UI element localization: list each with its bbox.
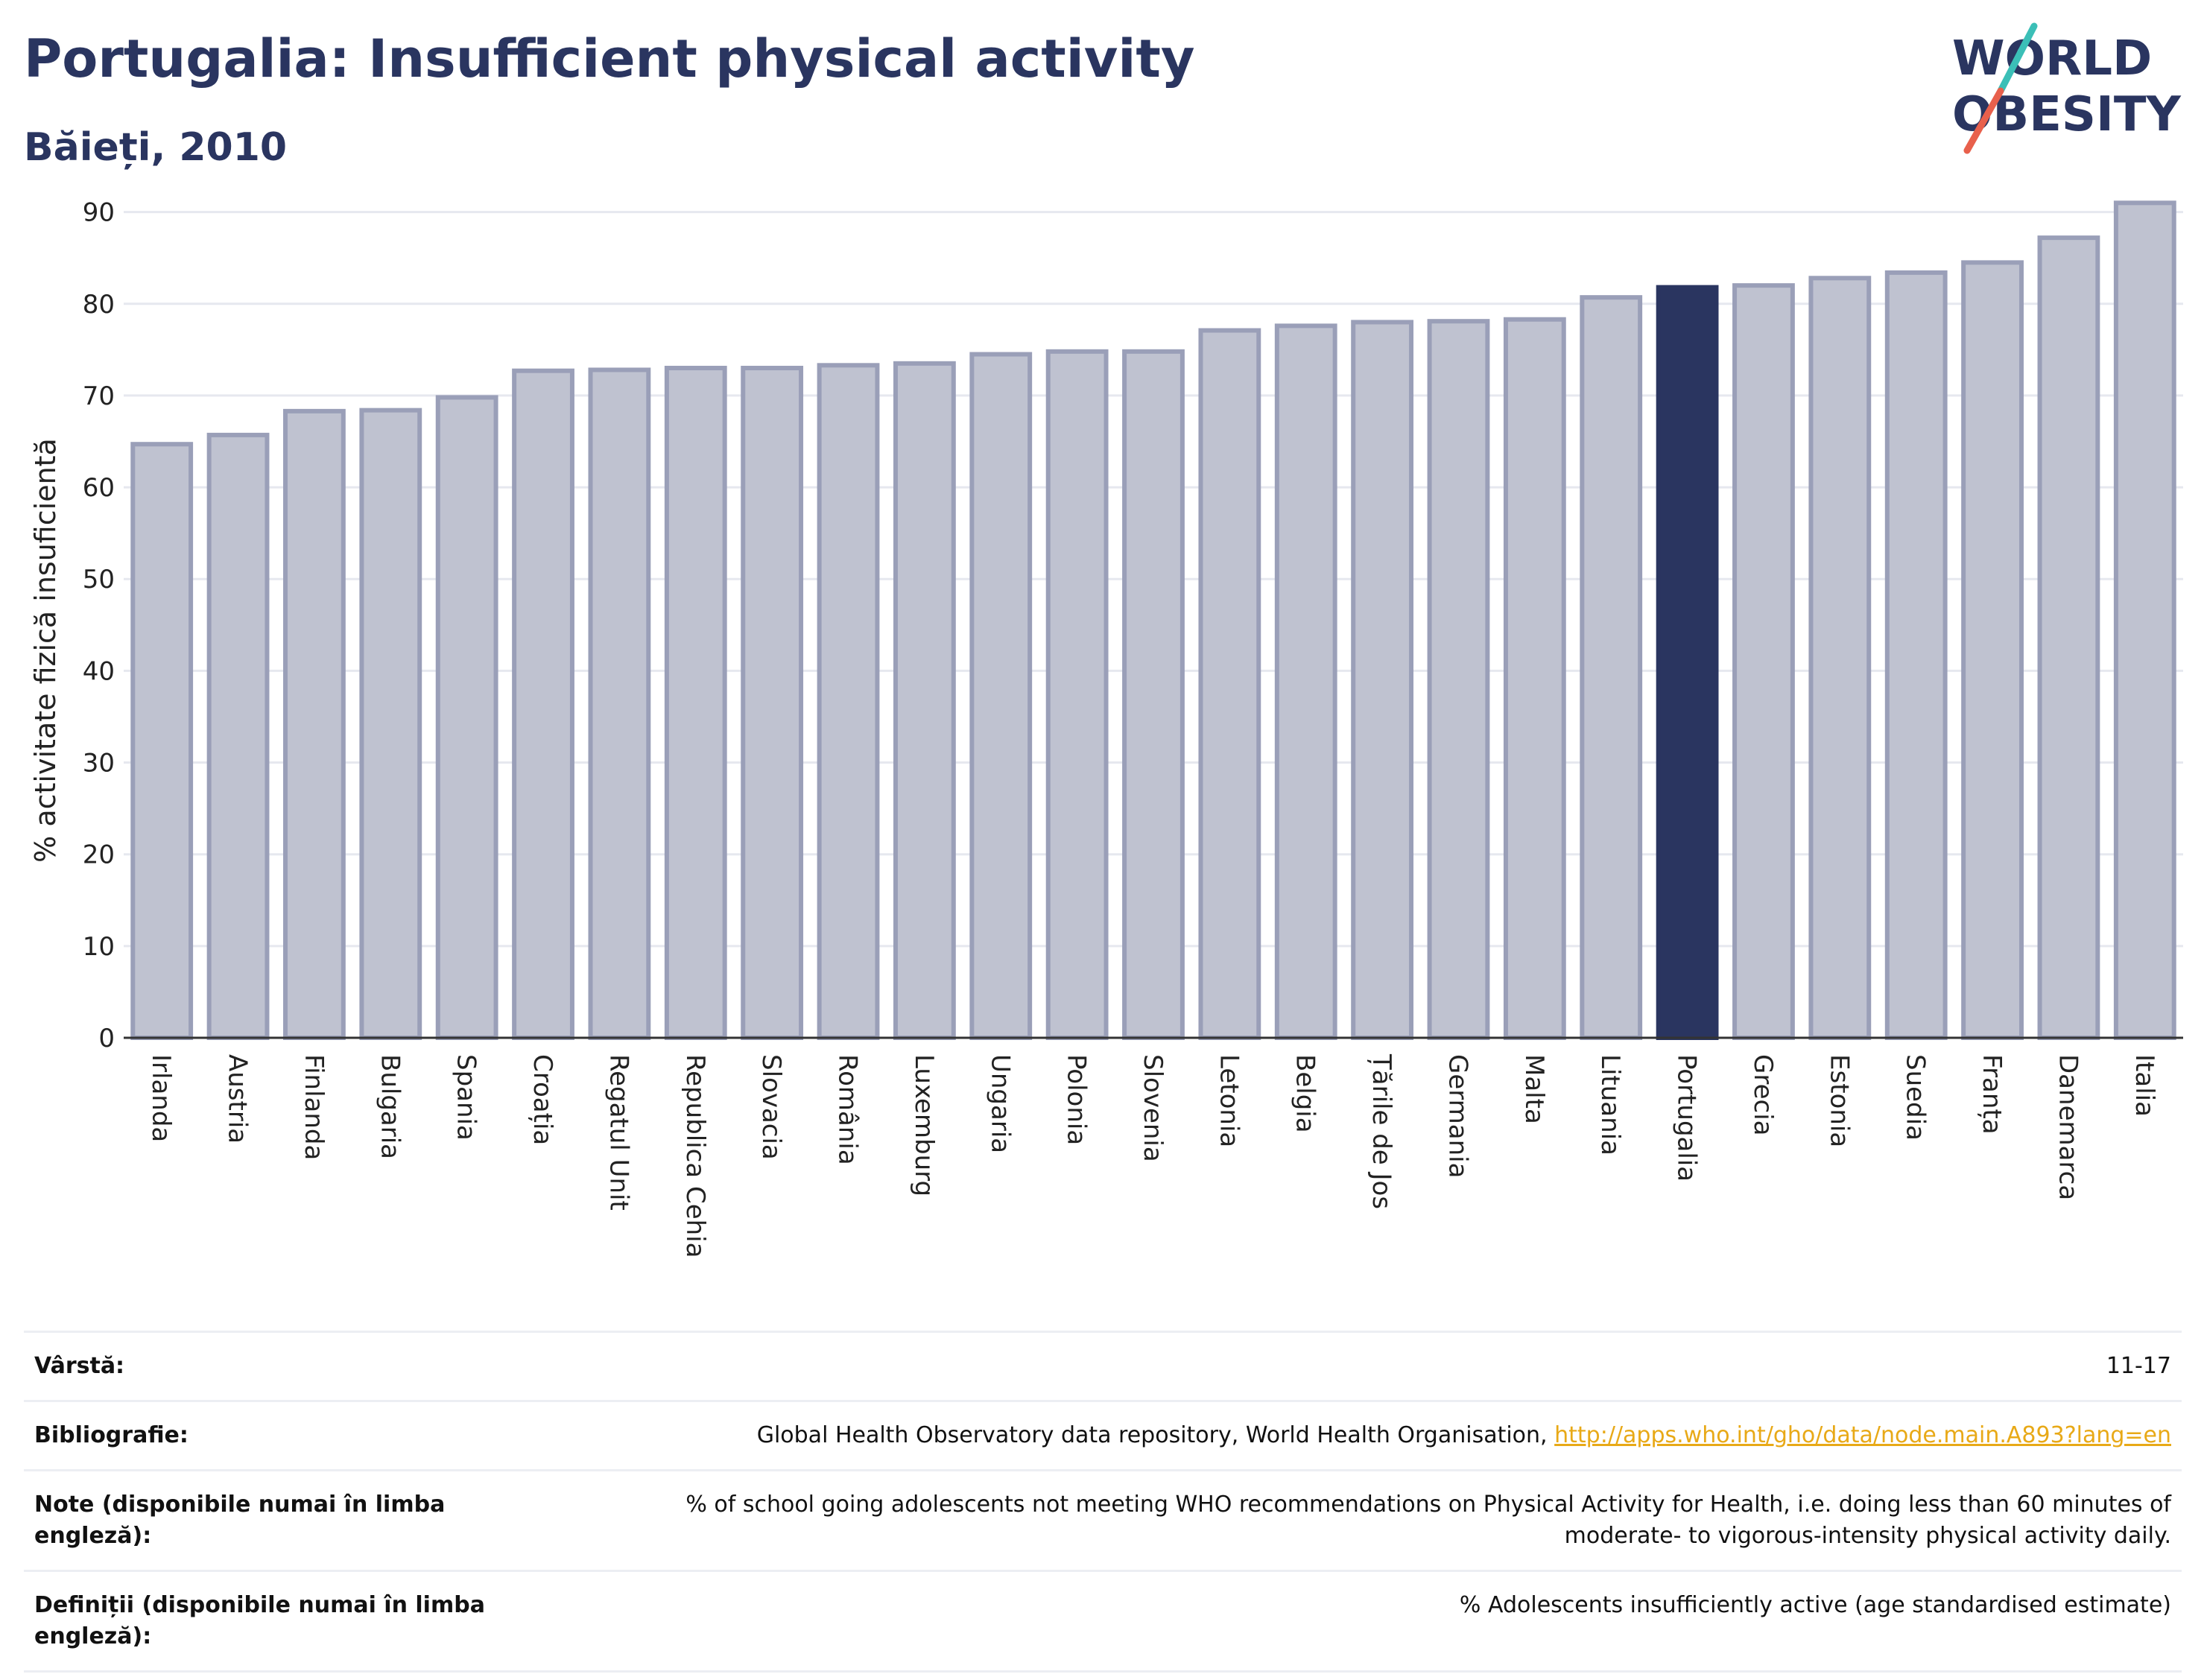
bibliography-label: Bibliografie: [24, 1400, 566, 1471]
logo-teal-stroke [1997, 22, 2038, 95]
logo-red-stroke [1963, 87, 2004, 154]
y-tick-label: 50 [83, 565, 115, 595]
bars [130, 200, 2176, 1041]
bar-austria [206, 432, 270, 1040]
bar-grecia [1732, 283, 1795, 1040]
x-category-label: Belgia [1291, 1054, 1320, 1133]
x-category-label: Letonia [1214, 1054, 1244, 1147]
bar-franța [1961, 260, 2024, 1040]
bar-românia [817, 363, 880, 1040]
world-obesity-logo: WORLD OBESITY [1952, 22, 2181, 154]
notes-value: % of school going adolescents not meetin… [566, 1469, 2182, 1571]
age-value: 11-17 [566, 1331, 2182, 1401]
x-category-label: România [833, 1054, 863, 1165]
x-category-label: Republica Cehia [680, 1054, 710, 1258]
bar-malta [1503, 317, 1566, 1040]
x-category-label: Spania [452, 1054, 481, 1141]
y-tick-label: 0 [98, 1024, 115, 1053]
x-category-label: Polonia [1062, 1054, 1092, 1145]
x-category-label: Germania [1443, 1054, 1472, 1178]
y-tick-label: 90 [83, 198, 115, 228]
notes-label: Note (disponibile numai în limba engleză… [24, 1469, 566, 1571]
bar-bulgaria [359, 408, 422, 1040]
bar-lituania [1580, 295, 1643, 1041]
x-category-label: Irlanda [146, 1054, 176, 1142]
bar-germania [1427, 319, 1490, 1040]
y-tick-labels: 0 10 20 30 40 50 60 70 80 90 [83, 198, 115, 1053]
bar-finlanda [283, 408, 346, 1040]
info-row-bibliography: Bibliografie: Global Health Observatory … [24, 1400, 2182, 1471]
y-tick-label: 20 [83, 840, 115, 870]
definitions-value: % Adolescents insufficiently active (age… [566, 1570, 2182, 1673]
y-tick-label: 10 [83, 932, 115, 962]
bibliography-text: Global Health Observatory data repositor… [756, 1422, 1548, 1448]
bar-republica-cehia [664, 365, 727, 1040]
y-tick-label: 80 [83, 290, 115, 320]
bar-luxemburg [893, 361, 956, 1040]
x-category-label: Estonia [1824, 1054, 1854, 1147]
x-category-label: Slovenia [1138, 1054, 1168, 1162]
bar-slovenia [1122, 349, 1185, 1041]
x-category-label: Finlanda [299, 1054, 329, 1160]
bar-danemarca [2037, 235, 2100, 1040]
bar-italia [2113, 200, 2176, 1041]
x-category-label: Grecia [1748, 1054, 1778, 1135]
info-table: Vârstă: 11-17 Bibliografie: Global Healt… [24, 1331, 2182, 1673]
x-category-label: Portugalia [1672, 1054, 1702, 1182]
x-category-label: Ungaria [985, 1054, 1015, 1153]
x-category-label: Țările de Jos [1367, 1053, 1396, 1209]
y-tick-label: 30 [83, 749, 115, 779]
bar-chart: 0 10 20 30 40 50 60 70 80 90 Irlanda Austria Finlan… [29, 198, 2183, 1258]
x-category-label: Malta [1519, 1054, 1549, 1124]
bar-suedia [1884, 270, 1948, 1040]
bar-portugalia [1656, 285, 1719, 1040]
y-tick-label: 60 [83, 473, 115, 503]
x-category-label: Slovacia [756, 1054, 786, 1160]
bar-polonia [1045, 349, 1109, 1041]
x-category-labels: Irlanda Austria Finlanda Bulgaria Spania Croa… [146, 1053, 2159, 1258]
bar-regatul-unit [588, 367, 651, 1041]
chart-subtitle: Băieți, 2010 [24, 125, 288, 170]
x-category-label: Regatul Unit [604, 1054, 633, 1211]
y-tick-label: 40 [83, 656, 115, 686]
x-category-label: Bulgaria [375, 1054, 405, 1159]
info-row-definitions: Definiții (disponibile numai în limba en… [24, 1570, 2182, 1673]
x-category-label: Croația [528, 1054, 557, 1145]
info-row-notes: Note (disponibile numai în limba engleză… [24, 1469, 2182, 1571]
bar-croația [512, 368, 574, 1040]
x-category-label: Suedia [1901, 1054, 1931, 1141]
bar-letonia [1198, 328, 1261, 1040]
x-category-label: Lituania [1595, 1054, 1625, 1156]
x-category-label: Italia [2129, 1054, 2159, 1117]
bar-spania [435, 395, 498, 1040]
x-category-label: Austria [223, 1054, 253, 1144]
bibliography-value: Global Health Observatory data repositor… [566, 1400, 2182, 1471]
y-axis-title: % activitate fizică insuficientă [29, 438, 62, 863]
bibliography-link[interactable]: http://apps.who.int/gho/data/node.main.A… [1554, 1422, 2171, 1448]
age-label: Vârstă: [24, 1331, 566, 1401]
x-category-label: Danemarca [2053, 1054, 2083, 1200]
definitions-label: Definiții (disponibile numai în limba en… [24, 1570, 566, 1673]
x-category-label: Franța [1977, 1054, 2007, 1135]
info-row-age: Vârstă: 11-17 [24, 1331, 2182, 1401]
x-category-label: Luxemburg [909, 1054, 939, 1196]
bar-estonia [1808, 276, 1872, 1040]
chart-title: Portugalia: Insufficient physical activi… [24, 28, 1195, 89]
bar-irlanda [130, 442, 194, 1040]
bar-țările-de-jos [1351, 320, 1414, 1041]
bar-belgia [1274, 323, 1337, 1041]
bar-slovacia [741, 365, 804, 1040]
y-tick-label: 70 [83, 381, 115, 411]
logo-line1: WORLD [1952, 31, 2152, 86]
bar-ungaria [969, 352, 1033, 1040]
